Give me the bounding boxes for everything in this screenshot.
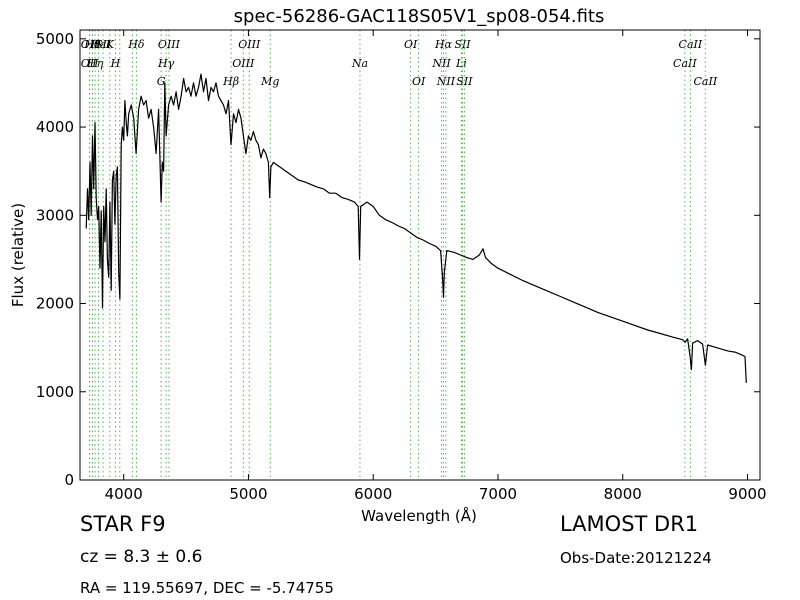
y-tick-label: 4000 [36,118,74,136]
line-label: SII [456,75,473,88]
x-axis-label: Wavelength (Å) [361,506,477,525]
line-label: Mg [260,75,279,88]
y-tick-label: 5000 [36,30,74,48]
line-label: Hβ [222,75,239,88]
line-label: CaII [673,57,697,70]
line-label: Hγ [157,57,175,70]
y-tick-label: 2000 [36,295,74,313]
line-label: Hε [90,38,107,51]
line-label: Hη [86,57,104,70]
x-tick-label: 9000 [728,485,766,503]
observation-date: Obs-Date:20121224 [560,549,712,567]
y-tick-label: 3000 [36,206,74,224]
line-label: Hα [434,38,453,51]
flux-series [85,73,747,383]
line-label: NII [431,57,451,70]
line-label: OI [412,75,426,88]
line-label: H [110,57,121,70]
line-label: OI [404,38,418,51]
y-tick-label: 0 [64,471,74,489]
object-class: STAR F9 [80,512,166,536]
y-axis: 0 1000 2000 3000 4000 5000 [36,30,760,489]
line-label: Na [351,57,368,70]
line-label: OII [81,57,99,70]
line-label: CaII [679,38,703,51]
chart-title: spec-56286-GAC118S05V1_sp08-054.fits [234,6,605,27]
plot-frame [79,29,761,481]
line-label: CaII [694,75,718,88]
line-label: OIII [232,57,255,70]
line-label: G [157,75,166,88]
x-tick-label: 5000 [229,485,267,503]
survey-name: LAMOST DR1 [560,512,699,536]
line-label: SII [95,38,112,51]
line-label: OIII [238,38,261,51]
line-label: K [105,38,115,51]
x-tick-label: 4000 [105,485,143,503]
y-axis-label: Flux (relative) [9,203,27,307]
line-label: Hδ [127,38,145,51]
spectrum-series [85,73,747,383]
line-label: Hθ [83,38,101,51]
spectral-line-markers: OIIOIIHθHηHεSIIKHHδGHγOIIIHβOIIIOIIIMgNa… [81,30,718,480]
redshift-value: cz = 8.3 ± 0.6 [80,547,203,567]
line-label: OIII [158,38,181,51]
line-label: Li [455,57,467,70]
x-tick-label: 8000 [604,485,642,503]
x-axis: 4000 5000 6000 7000 8000 9000 [105,30,767,503]
line-label: SII [454,38,471,51]
line-label: NII [436,75,456,88]
x-tick-label: 6000 [354,485,392,503]
x-tick-label: 7000 [479,485,517,503]
sky-coordinates: RA = 119.55697, DEC = -5.74755 [80,579,334,597]
y-tick-label: 1000 [36,383,74,401]
